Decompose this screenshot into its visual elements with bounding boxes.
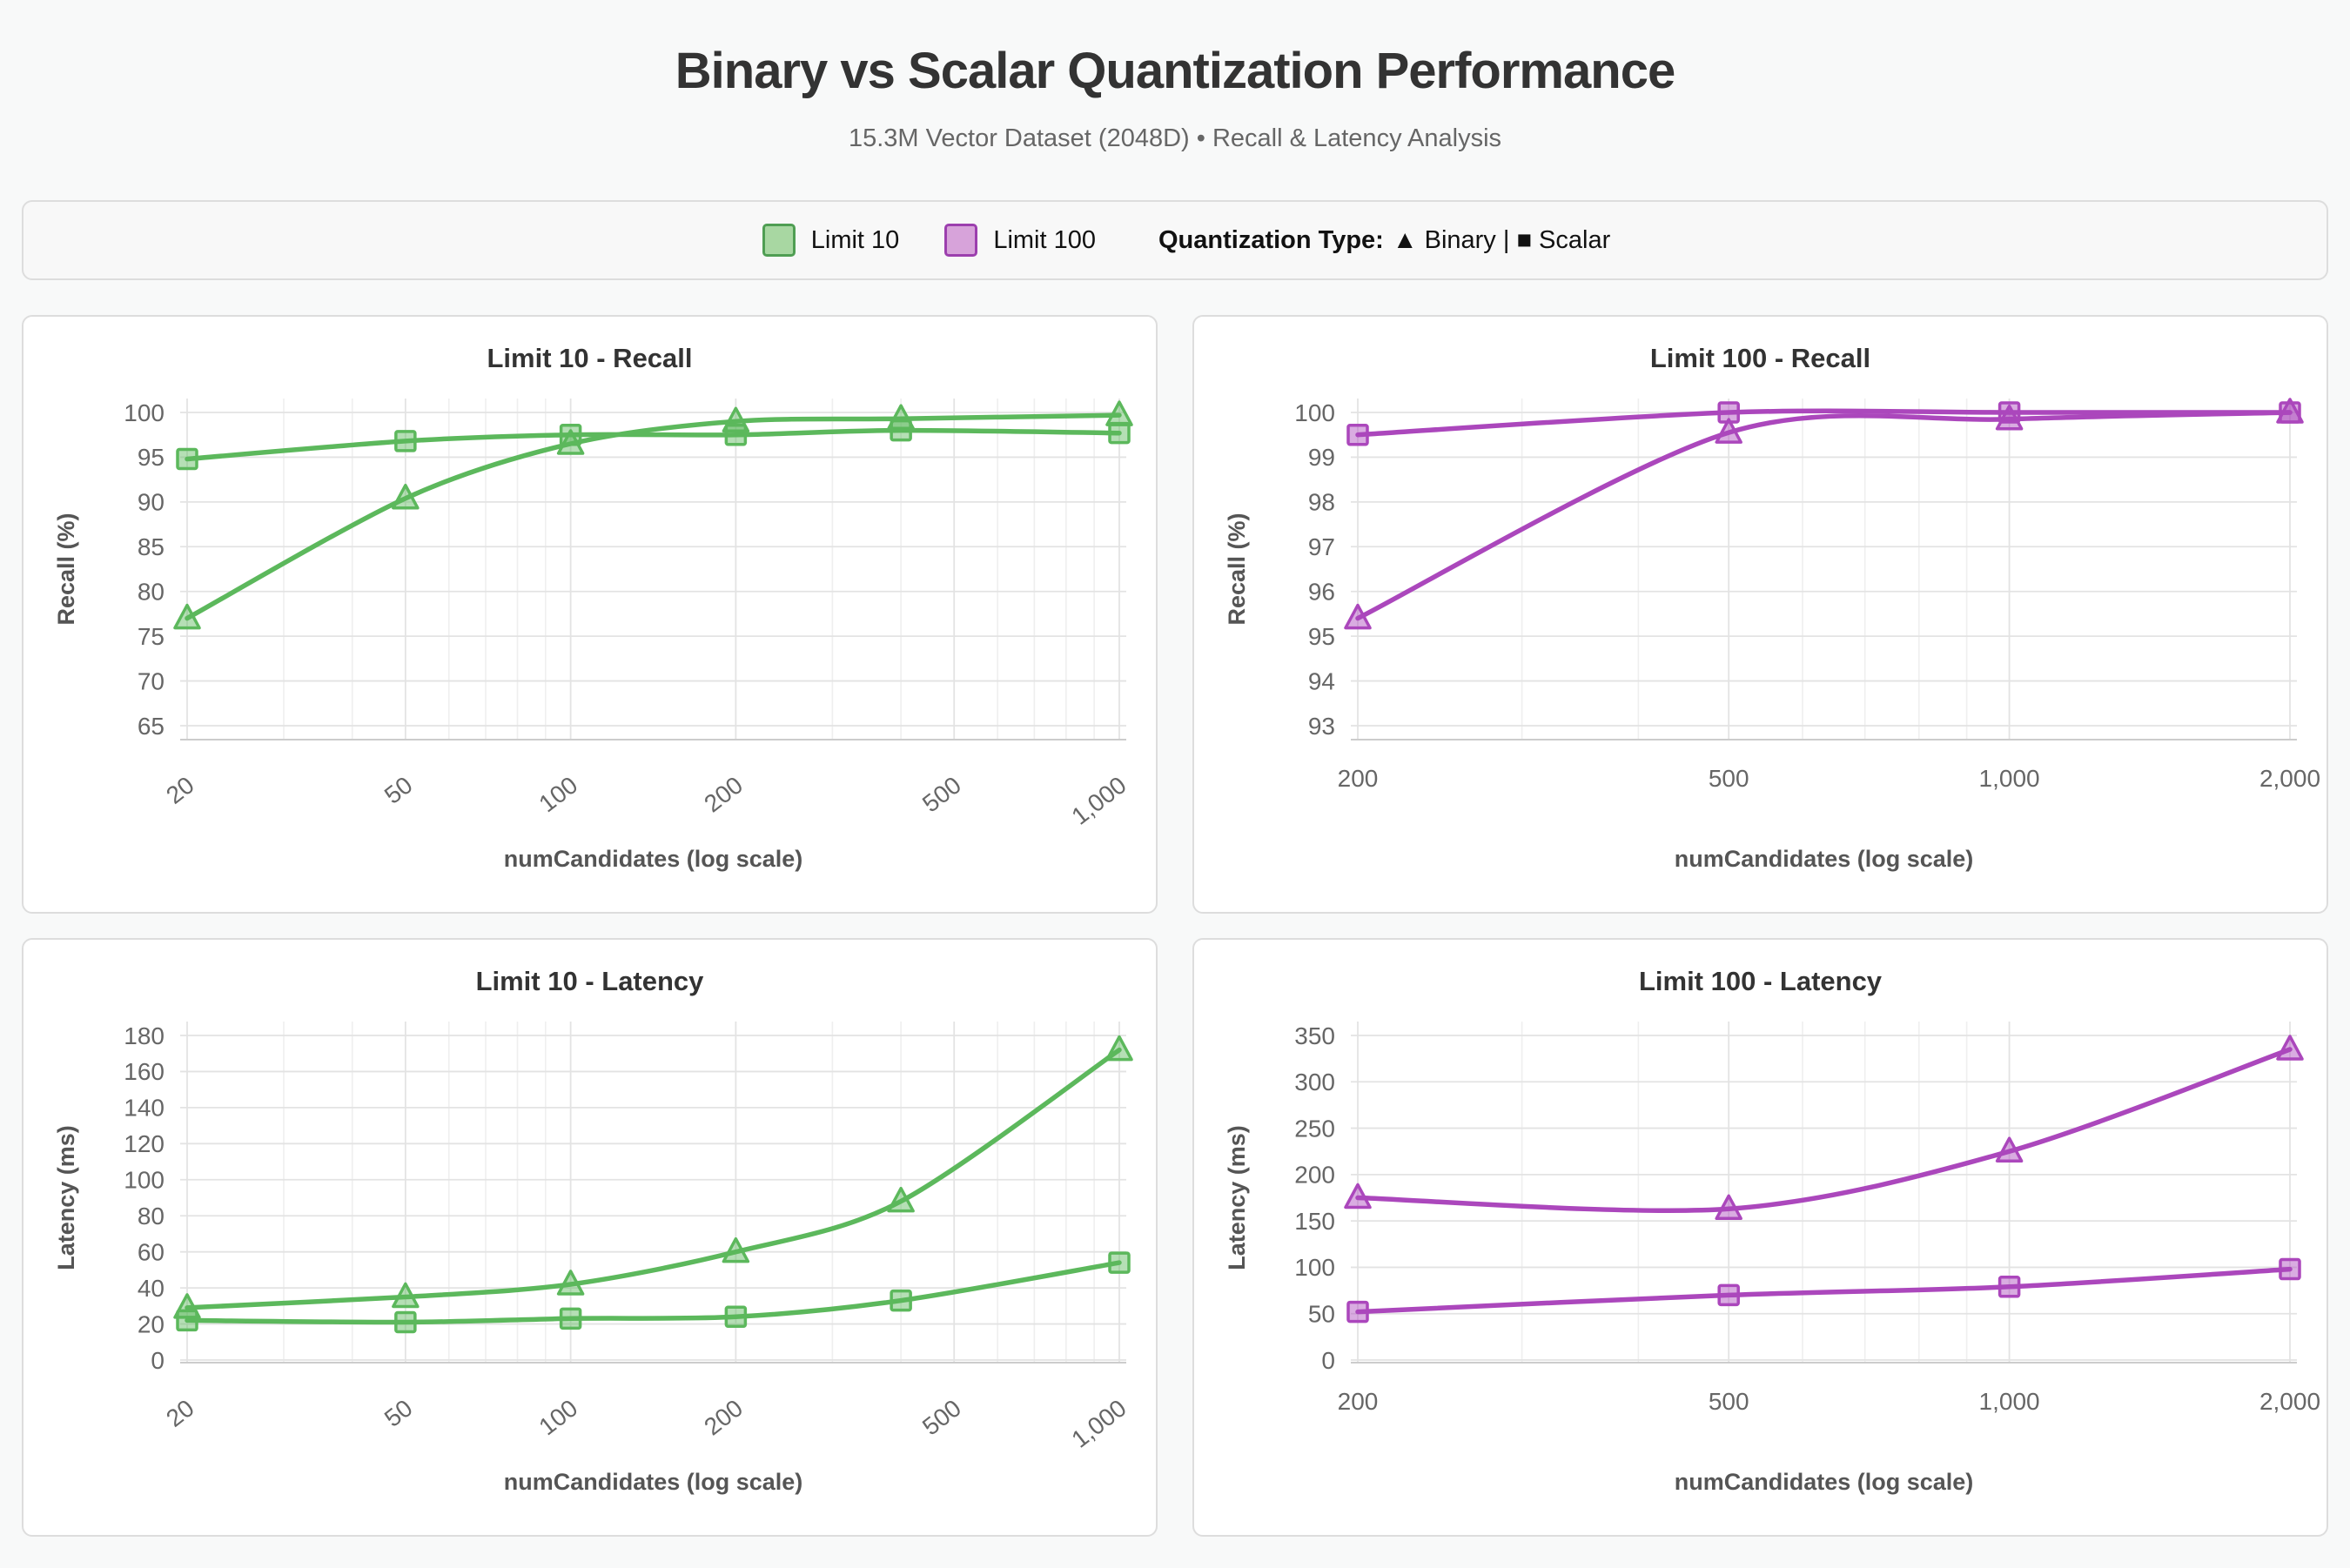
svg-text:500: 500 <box>917 771 966 817</box>
chart-canvas-limit-10-recall[interactable]: 65 70 75 80 85 90 95 100 20 50 100 200 500 1,000 Recal… <box>24 381 1156 888</box>
svg-text:350: 350 <box>1294 1022 1335 1049</box>
svg-text:180: 180 <box>124 1022 164 1049</box>
svg-text:250: 250 <box>1294 1115 1335 1142</box>
svg-text:80: 80 <box>138 1203 164 1230</box>
svg-text:100: 100 <box>1294 1254 1335 1281</box>
svg-text:1,000: 1,000 <box>1979 765 2040 792</box>
svg-text:60: 60 <box>138 1238 164 1265</box>
chart-panel-limit-10-recall: Limit 10 - Recall 65 70 75 80 85 90 95 100 20 50 1… <box>22 315 1158 914</box>
svg-text:0: 0 <box>151 1347 164 1374</box>
chart-panel-limit-10-latency: Limit 10 - Latency 0 20 40 60 80 100 120 140 160… <box>22 938 1158 1537</box>
svg-text:numCandidates (log scale): numCandidates (log scale) <box>1675 1469 1974 1495</box>
svg-text:160: 160 <box>124 1058 164 1085</box>
chart-canvas-limit-10-latency[interactable]: 0 20 40 60 80 100 120 140 160 180 20 50 100 200 500 1,0… <box>24 1004 1156 1511</box>
svg-text:95: 95 <box>138 444 164 471</box>
svg-text:20: 20 <box>138 1310 164 1337</box>
svg-text:50: 50 <box>1308 1301 1335 1328</box>
svg-text:200: 200 <box>699 1394 748 1440</box>
svg-text:75: 75 <box>138 623 164 650</box>
svg-text:numCandidates (log scale): numCandidates (log scale) <box>504 846 803 872</box>
legend-swatch-limit-100-icon <box>944 224 978 257</box>
svg-text:2,000: 2,000 <box>2259 765 2320 792</box>
svg-text:100: 100 <box>534 1394 582 1440</box>
svg-text:98: 98 <box>1308 489 1335 516</box>
svg-text:Recall (%): Recall (%) <box>53 513 79 625</box>
svg-text:90: 90 <box>138 489 164 516</box>
quantization-type-label: Quantization Type: <box>1158 225 1384 254</box>
svg-text:1,000: 1,000 <box>1979 1388 2040 1415</box>
svg-text:100: 100 <box>124 1167 164 1194</box>
svg-text:500: 500 <box>1709 765 1749 792</box>
svg-text:20: 20 <box>161 1394 199 1432</box>
chart-title-limit-100-latency: Limit 100 - Latency <box>1638 966 1883 996</box>
svg-text:120: 120 <box>124 1130 164 1157</box>
svg-text:Latency (ms): Latency (ms) <box>1224 1125 1250 1270</box>
svg-text:Latency (ms): Latency (ms) <box>53 1125 79 1270</box>
svg-text:1,000: 1,000 <box>1066 1394 1131 1453</box>
chart-title-limit-100-recall: Limit 100 - Recall <box>1649 343 1871 373</box>
svg-text:140: 140 <box>124 1095 164 1122</box>
legend-item-limit-100: Limit 100 <box>944 224 1096 257</box>
svg-text:200: 200 <box>1294 1162 1335 1189</box>
legend-bar: Limit 10 Limit 100 Quantization Type: ▲ B… <box>22 200 2328 280</box>
page-subtitle: 15.3M Vector Dataset (2048D) • Recall & … <box>848 124 1502 152</box>
svg-text:70: 70 <box>138 667 164 694</box>
svg-text:200: 200 <box>1338 1388 1379 1415</box>
svg-text:150: 150 <box>1294 1208 1335 1235</box>
svg-text:96: 96 <box>1308 579 1335 606</box>
svg-text:500: 500 <box>917 1394 966 1440</box>
chart-panel-limit-100-recall: Limit 100 - Recall 93 94 95 96 97 98 99 100 200 5… <box>1192 315 2328 914</box>
legend-item-limit-10: Limit 10 <box>762 224 900 257</box>
svg-text:85: 85 <box>138 533 164 560</box>
svg-text:200: 200 <box>1338 765 1379 792</box>
svg-text:1,000: 1,000 <box>1066 771 1131 830</box>
svg-text:20: 20 <box>161 771 199 809</box>
svg-text:93: 93 <box>1308 713 1335 740</box>
svg-text:500: 500 <box>1709 1388 1749 1415</box>
legend-swatch-limit-10-icon <box>762 224 796 257</box>
legend-label-limit-10: Limit 10 <box>810 225 900 254</box>
svg-text:65: 65 <box>138 713 164 740</box>
svg-text:50: 50 <box>379 1394 418 1432</box>
charts-grid: Limit 10 - Recall 65 70 75 80 85 90 95 100 20 50 1… <box>22 315 2328 1537</box>
svg-text:40: 40 <box>138 1275 164 1302</box>
page-header: Binary vs Scalar Quantization Performanc… <box>0 0 2350 153</box>
chart-panel-limit-100-latency: Limit 100 - Latency 0 50 100 150 200 250 300 35… <box>1192 938 2328 1537</box>
svg-text:99: 99 <box>1308 444 1335 471</box>
svg-text:300: 300 <box>1294 1069 1335 1096</box>
svg-text:100: 100 <box>1294 399 1335 426</box>
svg-text:94: 94 <box>1308 667 1335 694</box>
svg-text:80: 80 <box>138 579 164 606</box>
svg-text:Recall (%): Recall (%) <box>1224 513 1250 625</box>
chart-canvas-limit-100-latency[interactable]: 0 50 100 150 200 250 300 350 200 500 1,000 2,000 Lat… <box>1194 1004 2326 1511</box>
quantization-type-value: ▲ Binary | ■ Scalar <box>1392 225 1611 254</box>
svg-text:numCandidates (log scale): numCandidates (log scale) <box>504 1469 803 1495</box>
svg-text:100: 100 <box>124 399 164 426</box>
chart-canvas-limit-100-recall[interactable]: 93 94 95 96 97 98 99 100 200 500 1,000 2,000 Recall … <box>1194 381 2326 888</box>
svg-text:numCandidates (log scale): numCandidates (log scale) <box>1675 846 1974 872</box>
chart-title-limit-10-recall: Limit 10 - Recall <box>487 343 693 373</box>
svg-text:97: 97 <box>1308 533 1335 560</box>
legend-label-limit-100: Limit 100 <box>993 225 1096 254</box>
page-title: Binary vs Scalar Quantization Performanc… <box>675 43 1675 99</box>
quantization-type: Quantization Type: ▲ Binary | ■ Scalar <box>1158 226 1610 255</box>
svg-text:200: 200 <box>699 771 748 817</box>
svg-text:2,000: 2,000 <box>2259 1388 2320 1415</box>
svg-text:95: 95 <box>1308 623 1335 650</box>
svg-text:0: 0 <box>1321 1347 1335 1374</box>
chart-title-limit-10-latency: Limit 10 - Latency <box>475 966 704 996</box>
svg-text:100: 100 <box>534 771 582 817</box>
svg-text:50: 50 <box>379 771 418 809</box>
